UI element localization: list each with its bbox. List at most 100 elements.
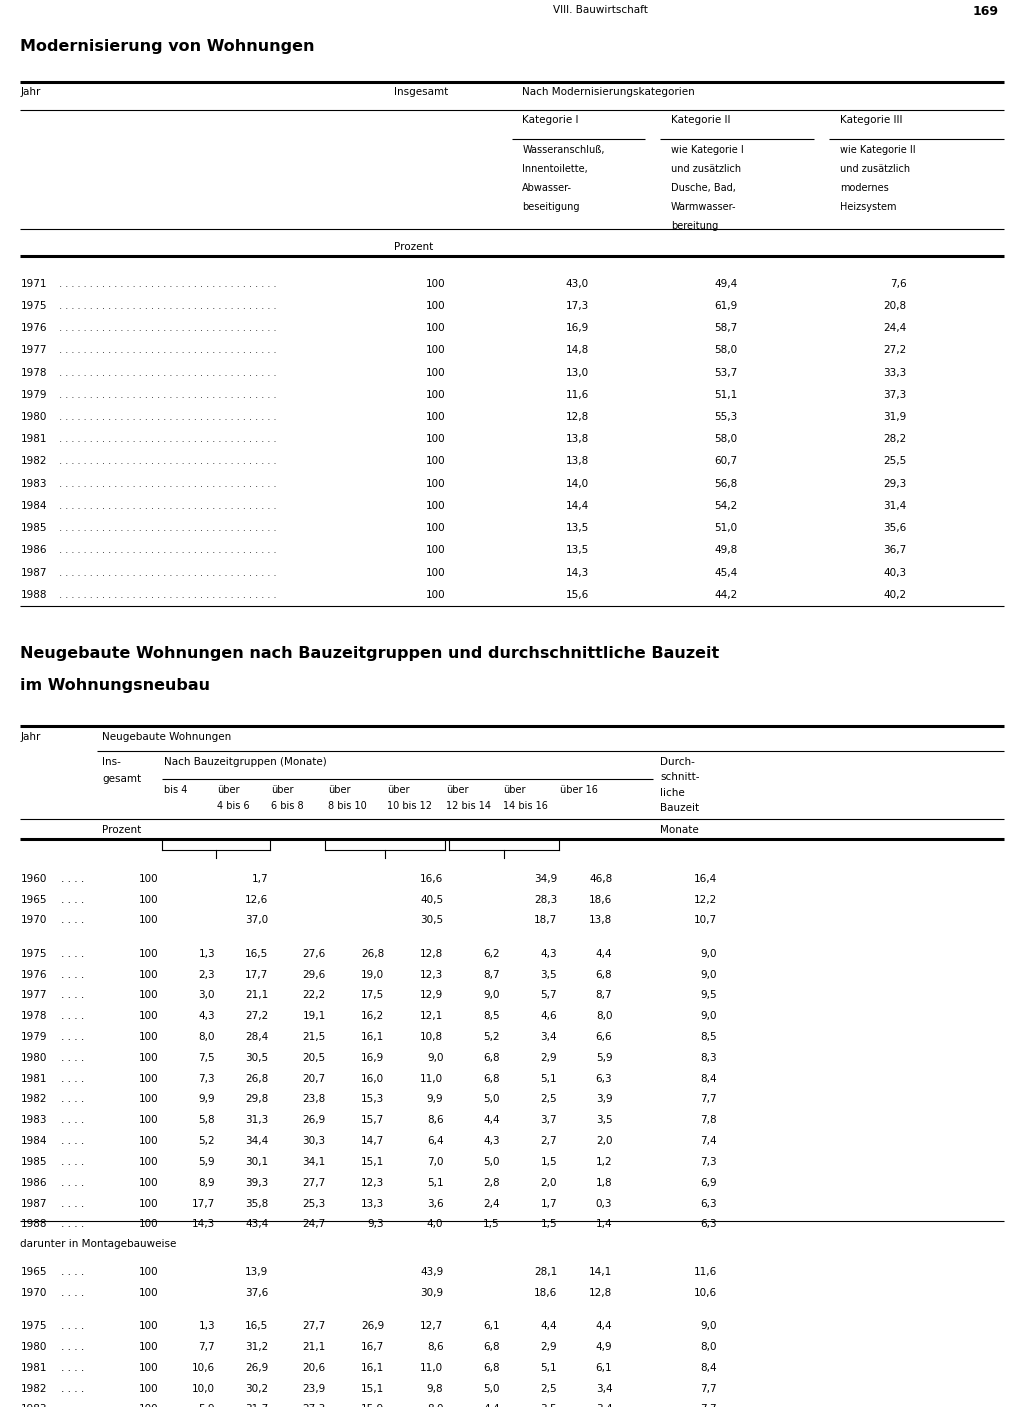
Text: 1983: 1983 [20,1116,47,1126]
Text: Prozent: Prozent [394,242,433,252]
Text: 9,9: 9,9 [427,1095,443,1104]
Text: 9,0: 9,0 [700,948,717,958]
Text: 9,3: 9,3 [368,1220,384,1230]
Text: 9,0: 9,0 [700,1321,717,1331]
Text: Kategorie I: Kategorie I [522,115,579,125]
Text: 2,5: 2,5 [541,1095,557,1104]
Text: 2,7: 2,7 [541,1135,557,1147]
Text: 16,4: 16,4 [693,874,717,884]
Text: 13,8: 13,8 [565,435,589,445]
Text: Bauzeit: Bauzeit [660,803,699,813]
Text: über 16: über 16 [560,785,598,795]
Text: 8,5: 8,5 [483,1012,500,1021]
Text: . . . .: . . . . [61,948,85,958]
Text: über: über [503,785,525,795]
Text: 37,3: 37,3 [883,390,906,400]
Text: 1987: 1987 [20,567,47,578]
Text: 1985: 1985 [20,523,47,533]
Text: 8,7: 8,7 [483,969,500,979]
Text: 23,8: 23,8 [302,1095,326,1104]
Text: 100: 100 [139,1116,159,1126]
Text: 1975: 1975 [20,948,47,958]
Text: 27,7: 27,7 [302,1178,326,1188]
Text: 1,2: 1,2 [596,1157,612,1166]
Text: 1,8: 1,8 [596,1178,612,1188]
Text: 14,3: 14,3 [191,1220,215,1230]
Text: 8,7: 8,7 [596,991,612,1000]
Text: 18,6: 18,6 [589,895,612,905]
Text: 16,0: 16,0 [360,1074,384,1083]
Text: 7,7: 7,7 [199,1342,215,1352]
Text: 2,9: 2,9 [541,1342,557,1352]
Text: 28,2: 28,2 [883,435,906,445]
Text: 36,7: 36,7 [883,546,906,556]
Text: 16,6: 16,6 [420,874,443,884]
Text: 14,4: 14,4 [565,501,589,511]
Text: 3,9: 3,9 [596,1095,612,1104]
Text: Wasseranschluß,: Wasseranschluß, [522,145,605,155]
Text: 34,9: 34,9 [534,874,557,884]
Text: 100: 100 [426,501,445,511]
Text: wie Kategorie II: wie Kategorie II [840,145,915,155]
Text: und zusätzlich: und zusätzlich [671,165,740,174]
Text: 100: 100 [426,345,445,356]
Text: und zusätzlich: und zusätzlich [840,165,909,174]
Text: wie Kategorie I: wie Kategorie I [671,145,743,155]
Text: 60,7: 60,7 [714,456,737,467]
Text: . . . .: . . . . [61,1012,85,1021]
Text: 6,1: 6,1 [483,1321,500,1331]
Text: 54,2: 54,2 [714,501,737,511]
Text: 7,3: 7,3 [700,1157,717,1166]
Text: . . . .: . . . . [61,916,85,926]
Text: 4,9: 4,9 [596,1342,612,1352]
Text: 1981: 1981 [20,1074,47,1083]
Text: 55,3: 55,3 [714,412,737,422]
Text: 7,3: 7,3 [199,1074,215,1083]
Text: 58,0: 58,0 [714,435,737,445]
Text: 7,4: 7,4 [700,1135,717,1147]
Text: 1975: 1975 [20,1321,47,1331]
Text: 5,9: 5,9 [596,1052,612,1062]
Text: Durch-: Durch- [660,757,695,767]
Text: 10,6: 10,6 [191,1363,215,1373]
Text: 56,8: 56,8 [714,478,737,488]
Text: 1988: 1988 [20,1220,47,1230]
Text: 4,3: 4,3 [541,948,557,958]
Text: . . . . . . . . . . . . . . . . . . . . . . . . . . . . . . . . . . . .: . . . . . . . . . . . . . . . . . . . . … [56,279,276,288]
Text: 15,3: 15,3 [360,1095,384,1104]
Text: 17,7: 17,7 [245,969,268,979]
Text: 1981: 1981 [20,435,47,445]
Text: 39,3: 39,3 [245,1178,268,1188]
Text: 1982: 1982 [20,456,47,467]
Text: . . . .: . . . . [61,1031,85,1043]
Text: 5,2: 5,2 [199,1135,215,1147]
Text: modernes: modernes [840,183,889,193]
Text: 25,3: 25,3 [302,1199,326,1209]
Text: 16,5: 16,5 [245,948,268,958]
Text: 100: 100 [426,567,445,578]
Text: 1987: 1987 [20,1199,47,1209]
Text: 16,7: 16,7 [360,1342,384,1352]
Text: 2,0: 2,0 [596,1135,612,1147]
Text: 43,9: 43,9 [420,1266,443,1278]
Text: 17,7: 17,7 [191,1199,215,1209]
Text: 7,7: 7,7 [700,1383,717,1393]
Text: 15,6: 15,6 [565,590,589,599]
Text: 20,5: 20,5 [302,1052,326,1062]
Text: 1983: 1983 [20,1404,47,1407]
Text: . . . .: . . . . [61,895,85,905]
Text: 23,9: 23,9 [302,1383,326,1393]
Text: 7,6: 7,6 [890,279,906,288]
Text: 35,8: 35,8 [245,1199,268,1209]
Text: 1980: 1980 [20,1052,47,1062]
Text: über: über [217,785,240,795]
Text: 6,8: 6,8 [483,1363,500,1373]
Text: 100: 100 [139,1135,159,1147]
Text: 1970: 1970 [20,916,47,926]
Text: 13,5: 13,5 [565,546,589,556]
Text: 1978: 1978 [20,1012,47,1021]
Text: 6,8: 6,8 [596,969,612,979]
Text: 100: 100 [139,1031,159,1043]
Text: 14,7: 14,7 [360,1135,384,1147]
Text: 1984: 1984 [20,501,47,511]
